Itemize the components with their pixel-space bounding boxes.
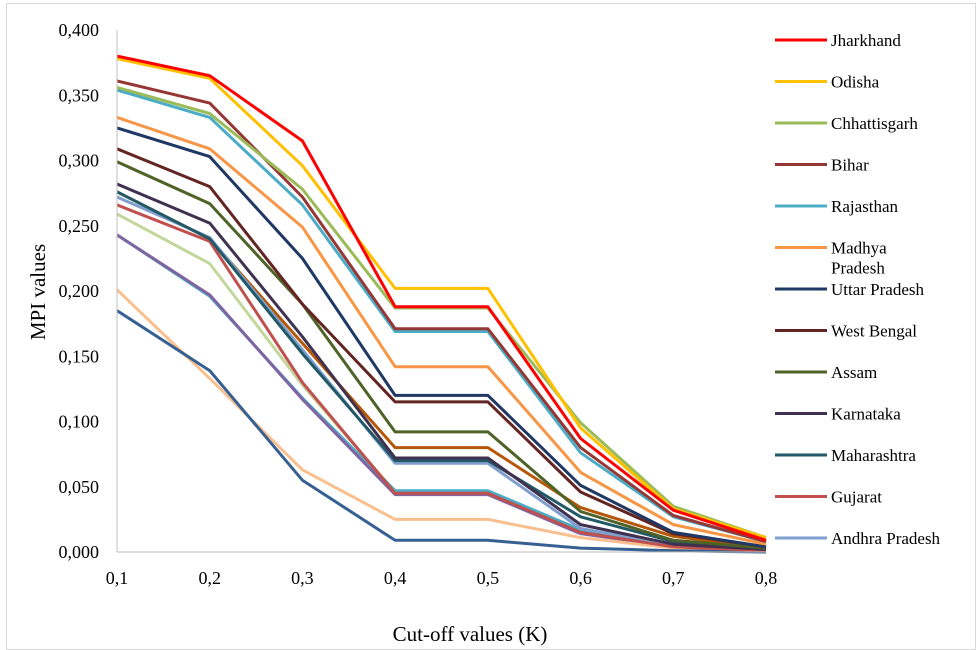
y-tick-label: 0,000 — [59, 542, 100, 562]
series-line-2 — [116, 57, 767, 540]
legend-item: Chhattisgarh — [775, 114, 918, 133]
legend-label: Odisha — [831, 73, 880, 92]
x-tick-label: 0,7 — [662, 568, 685, 588]
legend: Jharkhand Odisha Chhattisgarh Bihar Rajastha… — [775, 31, 941, 548]
y-tick-label: 0,200 — [59, 281, 100, 301]
series-line-extra-5 — [115, 288, 767, 553]
legend-item: Rajasthan — [775, 197, 899, 216]
legend-label: Assam — [831, 363, 877, 382]
y-tick-label: 0,350 — [59, 85, 100, 105]
legend-label: West Bengal — [831, 322, 917, 341]
y-tick-label: 0,300 — [59, 151, 100, 171]
x-axis-title: Cut-off values (K) — [393, 622, 548, 646]
series-line-extra-6 — [116, 309, 767, 554]
series-lines-layer — [115, 54, 767, 554]
series-line-7 — [116, 126, 767, 549]
legend-label: Maharashtra — [831, 446, 916, 465]
legend-label: Bihar — [831, 156, 869, 175]
legend-label: Karnataka — [831, 405, 901, 424]
y-tick-label: 0,100 — [59, 412, 100, 432]
legend-item: Gujarat — [775, 488, 882, 507]
legend-item: Jharkhand — [775, 31, 901, 50]
y-tick-label: 0,050 — [59, 477, 100, 497]
legend-label: Gujarat — [831, 488, 882, 507]
legend-item: Madhya Pradesh — [775, 239, 887, 278]
series-line-1 — [116, 54, 767, 542]
y-tick-label: 0,400 — [59, 20, 100, 40]
legend-item: Odisha — [775, 73, 880, 92]
x-tick-label: 0,1 — [106, 568, 129, 588]
y-tick-label: 0,250 — [59, 216, 100, 236]
legend-label: Chhattisgarh — [831, 114, 918, 133]
legend-item: Andhra Pradesh — [775, 529, 941, 548]
series-line-6 — [116, 115, 767, 546]
legend-item: Karnataka — [775, 405, 901, 424]
y-axis-title: MPI values — [26, 244, 50, 340]
legend-label: Uttar Pradesh — [831, 280, 925, 299]
series-line-3 — [116, 85, 767, 540]
legend-label: Andhra Pradesh — [831, 529, 941, 548]
x-tick-label: 0,4 — [384, 568, 407, 588]
axes-layer: 0,000 0,050 0,100 0,150 0,200 0,250 0,300 0,350… — [59, 20, 778, 588]
series-line-5 — [116, 88, 767, 544]
x-tick-label: 0,3 — [291, 568, 314, 588]
series-line-9 — [116, 160, 767, 550]
legend-item: Bihar — [775, 156, 869, 175]
legend-label: Rajasthan — [831, 197, 899, 216]
legend-label: Jharkhand — [831, 31, 901, 50]
x-tick-label: 0,2 — [198, 568, 221, 588]
series-line-12 — [116, 203, 767, 553]
series-line-10 — [116, 182, 767, 551]
x-tick-label: 0,8 — [755, 568, 778, 588]
y-tick-label: 0,150 — [59, 346, 100, 366]
legend-item: Maharashtra — [775, 446, 916, 465]
legend-item: Uttar Pradesh — [775, 280, 925, 299]
legend-item: West Bengal — [775, 322, 917, 341]
legend-label: Madhya Pradesh — [831, 239, 887, 278]
series-line-4 — [116, 79, 767, 544]
x-tick-label: 0,5 — [477, 568, 500, 588]
legend-item: Assam — [775, 363, 877, 382]
series-line-8 — [116, 147, 767, 549]
series-line-11 — [116, 190, 767, 551]
x-tick-label: 0,6 — [569, 568, 592, 588]
